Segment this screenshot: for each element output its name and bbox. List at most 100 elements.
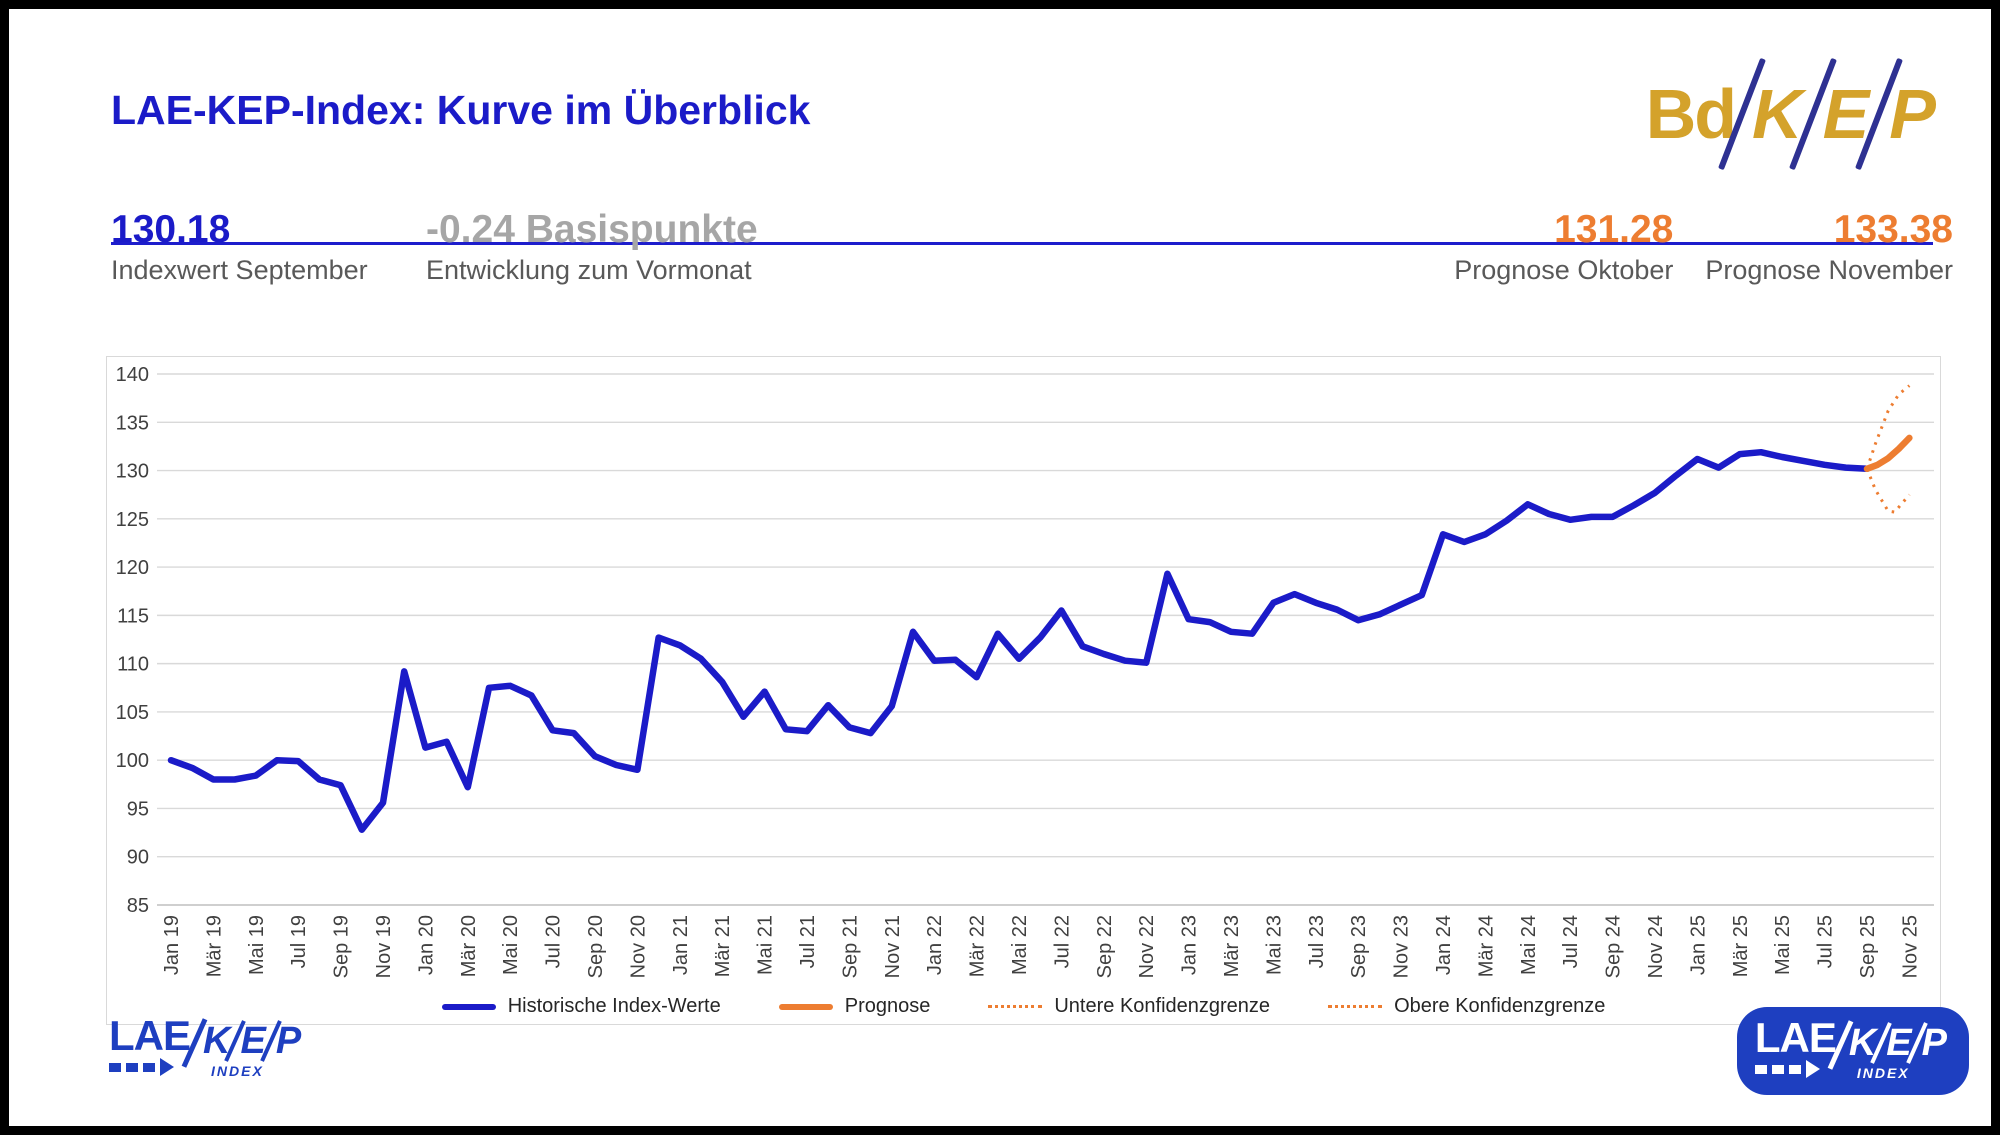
legend-item-historical: Historische Index-Werte xyxy=(441,995,721,1018)
svg-text:Nov 23: Nov 23 xyxy=(1391,915,1413,978)
svg-text:Sep 19: Sep 19 xyxy=(331,915,353,978)
bdkep-logo: Bd K E P xyxy=(1646,49,1939,179)
dotted-line-swatch-icon xyxy=(988,1005,1043,1008)
logo-index-text: INDEX xyxy=(1856,1065,1910,1081)
svg-text:Mai 22: Mai 22 xyxy=(1009,915,1031,975)
svg-text:Jul 21: Jul 21 xyxy=(797,915,819,968)
svg-text:Jan 25: Jan 25 xyxy=(1687,915,1709,975)
svg-text:Jul 22: Jul 22 xyxy=(1051,915,1073,968)
svg-text:Sep 22: Sep 22 xyxy=(1094,915,1116,978)
svg-text:Mär 23: Mär 23 xyxy=(1221,915,1243,977)
stat-forecast-oct-value: 131.28 xyxy=(1554,208,1674,251)
svg-text:Mär 24: Mär 24 xyxy=(1475,915,1497,977)
svg-text:85: 85 xyxy=(127,895,149,917)
svg-text:Nov 20: Nov 20 xyxy=(627,915,649,978)
svg-text:Sep 23: Sep 23 xyxy=(1348,915,1370,978)
svg-text:Mär 21: Mär 21 xyxy=(712,915,734,977)
chart-canvas: 85 90 95 100 105 110 115 120 125 130 135 140 Jan 19 M… xyxy=(116,364,1934,978)
stats-row: 130.18 Indexwert September -0.24 Basispu… xyxy=(111,207,1953,287)
bdkep-logo-bd: Bd xyxy=(1645,75,1737,153)
svg-text:Nov 19: Nov 19 xyxy=(373,915,395,978)
legend-item-lower-confidence: Untere Konfidenzgrenze xyxy=(988,995,1270,1018)
svg-text:130: 130 xyxy=(116,461,149,483)
legend-label: Untere Konfidenzgrenze xyxy=(1054,995,1271,1017)
logo-kep-e: E xyxy=(240,1020,266,1062)
stat-index-label: Indexwert September xyxy=(111,255,368,285)
dashed-arrow-icon xyxy=(1754,1060,1820,1078)
svg-text:110: 110 xyxy=(117,654,149,676)
orange-line-swatch-icon xyxy=(778,1003,833,1010)
svg-text:120: 120 xyxy=(116,557,149,579)
index-line-chart: 85 90 95 100 105 110 115 120 125 130 135 140 Jan 19 M… xyxy=(106,356,1941,1025)
bdkep-logo-p: P xyxy=(1889,75,1936,153)
svg-text:Jan 24: Jan 24 xyxy=(1433,915,1455,975)
svg-text:Mai 23: Mai 23 xyxy=(1263,915,1285,975)
svg-text:Mai 19: Mai 19 xyxy=(246,915,268,975)
logo-kep-p: P xyxy=(275,1020,302,1062)
chart-legend: Historische Index-Werte Prognose Untere … xyxy=(107,995,1940,1018)
svg-text:Sep 21: Sep 21 xyxy=(839,915,861,978)
svg-text:Mai 25: Mai 25 xyxy=(1772,915,1794,975)
stat-change-label: Entwicklung zum Vormonat xyxy=(426,255,752,285)
legend-label: Historische Index-Werte xyxy=(507,995,721,1017)
svg-text:Nov 25: Nov 25 xyxy=(1899,915,1921,978)
svg-text:Mär 25: Mär 25 xyxy=(1730,915,1752,977)
svg-text:Jan 20: Jan 20 xyxy=(415,915,437,975)
slide: LAE-KEP-Index: Kurve im Überblick Bd K E… xyxy=(9,9,1991,1126)
svg-text:Nov 24: Nov 24 xyxy=(1645,915,1667,978)
svg-text:125: 125 xyxy=(116,509,149,531)
logo-lae-text: LAE xyxy=(1754,1014,1837,1061)
svg-text:Jul 24: Jul 24 xyxy=(1560,915,1582,968)
page-title: LAE-KEP-Index: Kurve im Überblick xyxy=(111,87,811,133)
stat-forecast-nov-label: Prognose November xyxy=(1705,255,1953,285)
svg-text:Jan 23: Jan 23 xyxy=(1179,915,1201,975)
bdkep-logo-k: K xyxy=(1752,75,1803,153)
stat-change-value: -0.24 Basispunkte xyxy=(426,208,758,251)
legend-item-forecast: Prognose xyxy=(778,995,931,1018)
lae-kep-index-logo: LAE K E P INDEX xyxy=(109,1012,302,1079)
svg-text:Nov 22: Nov 22 xyxy=(1136,915,1158,978)
svg-text:Sep 24: Sep 24 xyxy=(1603,915,1625,978)
svg-text:95: 95 xyxy=(127,798,149,820)
logo-kep-p: P xyxy=(1921,1022,1947,1064)
svg-text:Nov 21: Nov 21 xyxy=(882,915,904,978)
svg-text:Sep 25: Sep 25 xyxy=(1857,915,1879,978)
logo-index-text: INDEX xyxy=(211,1063,264,1079)
svg-text:Mär 19: Mär 19 xyxy=(203,915,225,977)
stat-forecast-oct-label: Prognose Oktober xyxy=(1454,255,1674,285)
svg-text:Jan 21: Jan 21 xyxy=(670,915,692,975)
svg-text:Jan 19: Jan 19 xyxy=(161,915,183,975)
stat-index-september: 130.18 Indexwert September xyxy=(111,207,426,287)
svg-text:Mär 20: Mär 20 xyxy=(458,915,480,977)
stat-forecast-november: 133.38 Prognose November xyxy=(1705,207,1953,287)
svg-text:135: 135 xyxy=(116,412,149,434)
stat-forecast-nov-value: 133.38 xyxy=(1833,208,1953,251)
blue-line-swatch-icon xyxy=(441,1003,496,1010)
svg-text:Mai 20: Mai 20 xyxy=(500,915,522,975)
stat-change-vs-prev-month: -0.24 Basispunkte Entwicklung zum Vormon… xyxy=(426,207,758,287)
legend-item-upper-confidence: Obere Konfidenzgrenze xyxy=(1328,995,1605,1018)
dotted-line-swatch-icon xyxy=(1328,1005,1383,1008)
svg-text:140: 140 xyxy=(116,364,149,386)
title-divider xyxy=(111,242,1933,245)
legend-label: Prognose xyxy=(844,995,931,1017)
lae-kep-index-logo-badge: LAE K E P INDEX xyxy=(1736,1007,1969,1095)
svg-text:Jan 22: Jan 22 xyxy=(924,915,946,975)
svg-text:Jul 25: Jul 25 xyxy=(1815,915,1837,968)
svg-text:105: 105 xyxy=(116,702,149,724)
logo-lae-text: LAE xyxy=(109,1012,191,1059)
logo-kep-k: K xyxy=(1848,1022,1877,1064)
stat-index-value: 130.18 xyxy=(111,208,231,251)
bdkep-logo-e: E xyxy=(1822,75,1870,153)
svg-text:100: 100 xyxy=(116,750,149,772)
svg-text:Mai 24: Mai 24 xyxy=(1518,915,1540,975)
svg-text:Mai 21: Mai 21 xyxy=(755,915,777,975)
svg-text:Jul 20: Jul 20 xyxy=(543,915,565,968)
svg-text:115: 115 xyxy=(117,605,149,627)
logo-kep-e: E xyxy=(1886,1022,1912,1064)
svg-text:Sep 20: Sep 20 xyxy=(585,915,607,978)
svg-text:Jul 23: Jul 23 xyxy=(1306,915,1328,968)
svg-text:Mär 22: Mär 22 xyxy=(967,915,989,977)
svg-text:90: 90 xyxy=(127,847,149,869)
